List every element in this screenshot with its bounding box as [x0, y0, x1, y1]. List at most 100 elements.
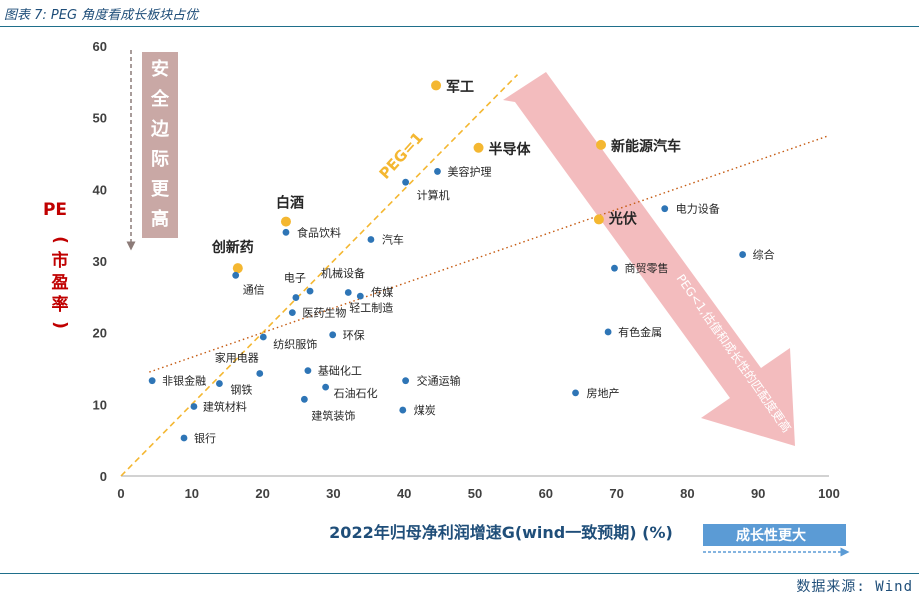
point-label-32: 银行 — [194, 431, 216, 445]
point-20 — [329, 331, 337, 339]
safety-margin-label: 安全边际更高 — [150, 58, 170, 230]
point-label-1: 半导体 — [489, 141, 532, 158]
point-28 — [190, 403, 198, 410]
point-label-16: 医药生物 — [302, 306, 346, 320]
point-27 — [402, 377, 410, 385]
x-tick-80: 80 — [680, 486, 694, 501]
point-26 — [322, 383, 330, 391]
growth-arrow: 成长性更大 — [703, 524, 850, 557]
y-tick-labels: 0 10 20 30 40 50 60 — [93, 39, 107, 484]
point-label-27: 交通运输 — [417, 374, 461, 388]
data-points — [148, 80, 747, 442]
y-tick-20: 20 — [93, 326, 107, 341]
x-tick-0: 0 — [117, 486, 124, 501]
x-tick-70: 70 — [609, 486, 623, 501]
point-label-7: 计算机 — [417, 188, 450, 202]
x-tick-30: 30 — [326, 486, 340, 501]
x-tick-90: 90 — [751, 486, 765, 501]
x-axis-title: 2022年归母净利润增速G(wind一致预期) (%) — [329, 523, 673, 542]
source-note: 数据来源: Wind — [796, 579, 913, 595]
point-9 — [367, 236, 375, 243]
svg-text:市: 市 — [52, 250, 69, 271]
point-31 — [572, 389, 579, 397]
point-label-21: 纺织服饰 — [273, 337, 317, 351]
point-4 — [593, 214, 604, 225]
svg-text:(: ( — [50, 236, 70, 244]
y-tick-40: 40 — [93, 182, 107, 197]
point-0 — [431, 80, 442, 91]
x-tick-labels: 0 10 20 30 40 50 60 70 80 90 100 — [117, 486, 839, 501]
point-label-0: 军工 — [446, 79, 474, 95]
point-label-8: 食品饮料 — [297, 225, 341, 239]
point-3 — [280, 216, 291, 227]
point-11 — [739, 251, 747, 258]
point-label-6: 美容护理 — [447, 164, 491, 178]
point-2 — [596, 139, 607, 150]
y-tick-60: 60 — [93, 39, 107, 54]
svg-text:盈: 盈 — [51, 273, 69, 293]
point-label-12: 通信 — [243, 283, 265, 296]
point-label-28: 建筑材料 — [203, 399, 247, 413]
point-label-4: 光伏 — [608, 210, 637, 227]
point-label-2: 新能源汽车 — [611, 138, 681, 155]
point-label-17: 轻工制造 — [349, 301, 393, 315]
point-label-24: 非银金融 — [162, 374, 206, 388]
point-29 — [300, 395, 308, 403]
point-label-29: 建筑装饰 — [311, 408, 355, 422]
point-label-15: 传媒 — [371, 286, 393, 299]
point-label-9: 汽车 — [382, 233, 404, 247]
point-label-30: 煤炭 — [414, 404, 436, 417]
x-tick-10: 10 — [185, 486, 199, 501]
point-15 — [356, 292, 364, 300]
point-label-19: 有色金属 — [618, 325, 662, 339]
x-tick-40: 40 — [397, 486, 411, 501]
point-21 — [259, 333, 267, 341]
point-23 — [304, 367, 312, 375]
point-label-22: 家用电器 — [215, 351, 259, 365]
x-tick-100: 100 — [818, 486, 840, 501]
point-19 — [604, 328, 612, 336]
x-tick-20: 20 — [255, 486, 269, 501]
y-tick-0: 0 — [100, 469, 107, 484]
point-label-26: 石油石化 — [334, 386, 378, 400]
point-24 — [148, 377, 156, 385]
point-label-25: 钢铁 — [230, 384, 252, 397]
point-label-10: 电力设备 — [676, 202, 720, 216]
point-22 — [256, 370, 264, 377]
point-label-3: 白酒 — [276, 195, 304, 212]
bottom-divider — [0, 573, 919, 574]
svg-text:): ) — [50, 321, 70, 329]
point-17 — [344, 289, 352, 296]
point-12 — [232, 271, 240, 279]
y-tick-50: 50 — [93, 111, 107, 126]
svg-text:率: 率 — [52, 294, 69, 315]
point-label-23: 基础化工 — [318, 364, 362, 378]
point-8 — [282, 228, 290, 236]
figure-title: 图表 7: PEG 角度看成长板块占优 — [4, 8, 199, 23]
point-32 — [180, 434, 188, 442]
svg-text:PE: PE — [43, 200, 67, 220]
y-tick-30: 30 — [93, 254, 107, 269]
x-tick-50: 50 — [468, 486, 482, 501]
y-tick-10: 10 — [93, 397, 107, 412]
safety-margin-arrow: 安全边际更高 — [126, 50, 178, 251]
point-25 — [216, 380, 223, 387]
point-18 — [611, 264, 618, 272]
point-13 — [292, 294, 300, 301]
point-7 — [402, 178, 410, 186]
point-label-20: 环保 — [343, 328, 365, 342]
point-label-18: 商贸零售 — [624, 261, 668, 275]
y-axis-title: PE ( 市 盈 率 ) — [43, 200, 70, 329]
point-label-13: 电子 — [284, 272, 306, 285]
point-1 — [473, 142, 484, 153]
peg-equals-one-line — [120, 74, 519, 477]
point-label-31: 房地产 — [587, 386, 620, 400]
point-16 — [288, 309, 296, 316]
growth-label: 成长性更大 — [736, 527, 806, 544]
point-label-11: 综合 — [753, 248, 775, 262]
peg-under-one-arrow: PEG<1,估值和成长性的匹配度更高 — [503, 72, 795, 446]
point-14 — [306, 287, 314, 295]
point-label-5: 创新药 — [211, 239, 254, 256]
